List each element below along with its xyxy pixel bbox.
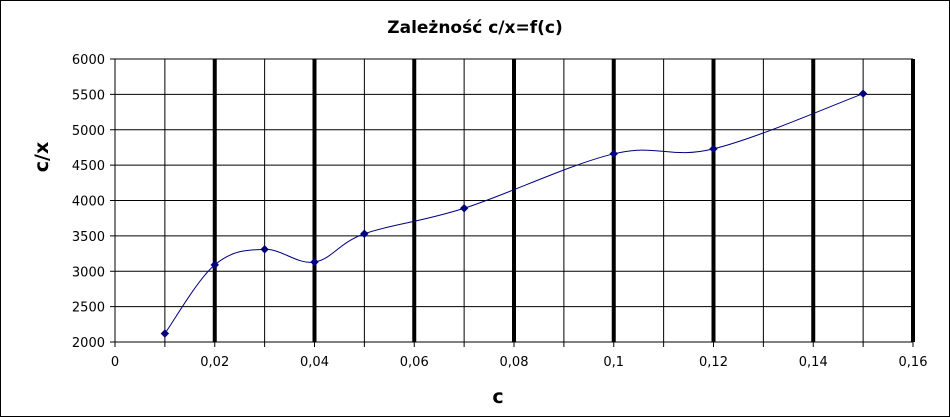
data-point [160, 329, 170, 338]
data-point [260, 245, 269, 254]
y-tick-label: 2500 [72, 301, 105, 316]
x-tick-label: 0,08 [500, 355, 529, 370]
y-tick-label: 3500 [72, 230, 105, 245]
data-point [858, 89, 868, 98]
data-point [459, 204, 469, 213]
data-point [360, 229, 369, 238]
series-line [164, 93, 864, 334]
data-point [709, 144, 718, 154]
y-tick-label: 5000 [72, 124, 105, 139]
x-axis-label: c [492, 386, 504, 408]
tick-labels: 2000 2500 3000 3500 4000 4500 5000 5500 6000 0 0,0… [72, 53, 928, 370]
x-tick-label: 0,02 [200, 355, 229, 370]
x-tick-label: 0,12 [699, 355, 728, 370]
x-tick-label: 0,06 [400, 355, 429, 370]
x-tick-label: 0,1 [603, 355, 624, 370]
x-tick-label: 0,04 [300, 355, 329, 370]
x-tick-label: 0 [111, 355, 119, 370]
gridlines [115, 58, 915, 343]
y-tick-label: 4000 [72, 195, 105, 210]
y-tick-label: 6000 [72, 53, 105, 68]
y-tick-label: 5500 [72, 88, 105, 103]
data-point [310, 257, 319, 267]
y-tick-label: 3000 [72, 265, 105, 280]
data-series [160, 89, 868, 338]
chart-title: Zależność c/x=f(c) [387, 18, 563, 38]
y-tick-label: 2000 [72, 336, 105, 351]
data-point [609, 149, 618, 159]
axes [110, 58, 914, 347]
x-tick-label: 0,16 [899, 355, 928, 370]
x-tick-label: 0,14 [799, 355, 828, 370]
data-point [210, 260, 219, 270]
y-tick-label: 4500 [72, 159, 105, 174]
